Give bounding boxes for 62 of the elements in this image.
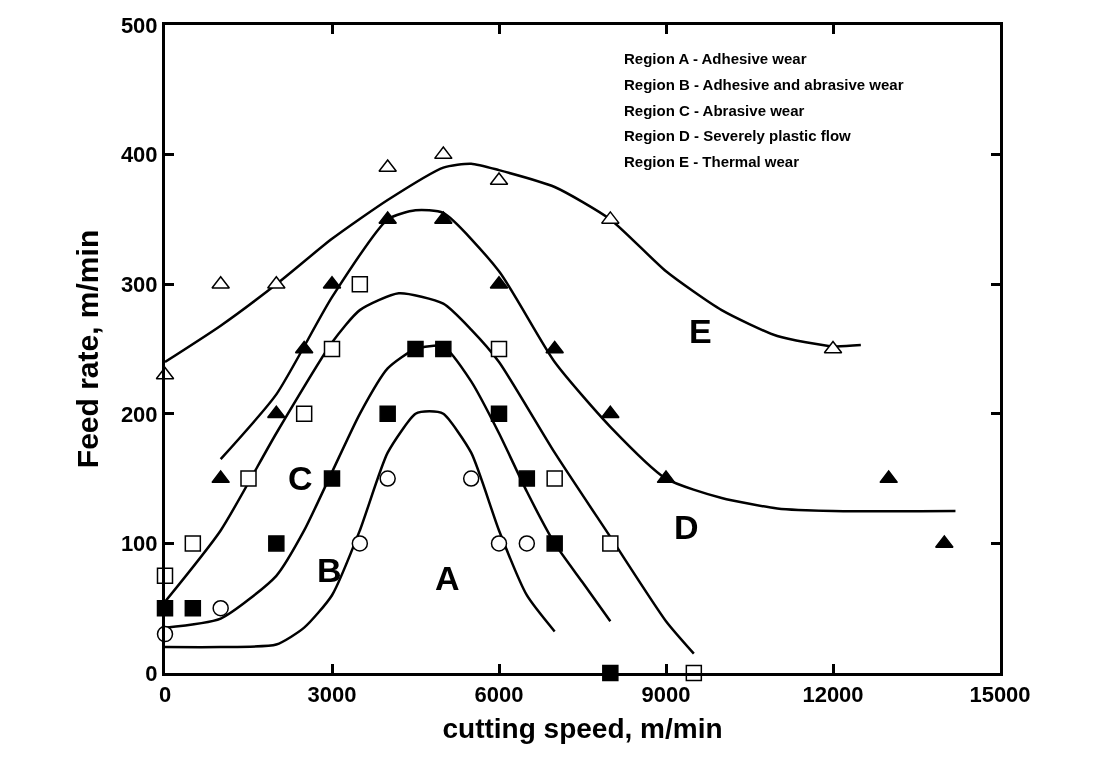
- point: [879, 470, 899, 484]
- point: [379, 470, 396, 487]
- annotation: Region C - Abrasive wear: [624, 102, 805, 119]
- point: [322, 275, 342, 289]
- y-tick-label: 400: [120, 142, 158, 168]
- annotation: Region E - Thermal wear: [624, 153, 800, 170]
- y-tick-label: 100: [120, 531, 158, 557]
- point: [379, 405, 396, 423]
- point: [266, 275, 286, 289]
- point: [462, 470, 480, 487]
- point: [323, 340, 341, 358]
- annotation: C: [288, 459, 313, 497]
- point: [211, 275, 231, 289]
- point: [266, 405, 286, 419]
- point: [546, 470, 563, 487]
- point: [240, 470, 257, 487]
- x-axis-title: cutting speed, m/min: [442, 712, 723, 744]
- point: [518, 535, 536, 552]
- point: [490, 535, 508, 552]
- point: [490, 340, 508, 358]
- y-tick-label: 300: [120, 271, 158, 297]
- annotation: Region A - Adhesive wear: [624, 50, 807, 67]
- line-series: [219, 208, 957, 513]
- annotation: E: [689, 312, 712, 350]
- point: [407, 340, 424, 358]
- point: [184, 535, 202, 552]
- point: [433, 146, 453, 160]
- line-series: [165, 409, 556, 649]
- point: [600, 405, 620, 419]
- annotation: B: [317, 551, 342, 589]
- x-tick-label: 3000: [307, 682, 357, 708]
- point: [184, 599, 202, 617]
- point: [351, 535, 369, 552]
- annotation: A: [435, 559, 460, 597]
- y-axis-title: Feed rate, m/min: [70, 229, 104, 469]
- point: [823, 340, 843, 354]
- point: [268, 535, 285, 552]
- y-tick-label: 500: [120, 12, 158, 38]
- point: [295, 405, 313, 423]
- point: [656, 470, 676, 484]
- annotation: Region D - Severely plastic flow: [624, 127, 852, 144]
- point: [545, 340, 565, 354]
- x-tick-label: 15000: [969, 682, 1031, 708]
- point: [435, 340, 452, 358]
- point: [489, 172, 509, 186]
- x-tick-label: 6000: [474, 682, 524, 708]
- point: [378, 159, 398, 173]
- annotation: Region B - Adhesive and abrasive wear: [624, 76, 904, 93]
- point: [294, 340, 314, 354]
- x-tick-label: 12000: [802, 682, 864, 708]
- point: [546, 535, 563, 552]
- point: [518, 470, 536, 487]
- point: [211, 470, 231, 484]
- x-tick-label: 9000: [641, 682, 691, 708]
- y-tick-label: 200: [120, 401, 158, 427]
- point: [602, 535, 619, 552]
- annotation: D: [674, 508, 699, 546]
- point: [323, 470, 341, 487]
- point: [490, 405, 508, 423]
- point: [489, 275, 509, 289]
- point: [351, 275, 369, 293]
- y-tick-label: 0: [145, 660, 158, 686]
